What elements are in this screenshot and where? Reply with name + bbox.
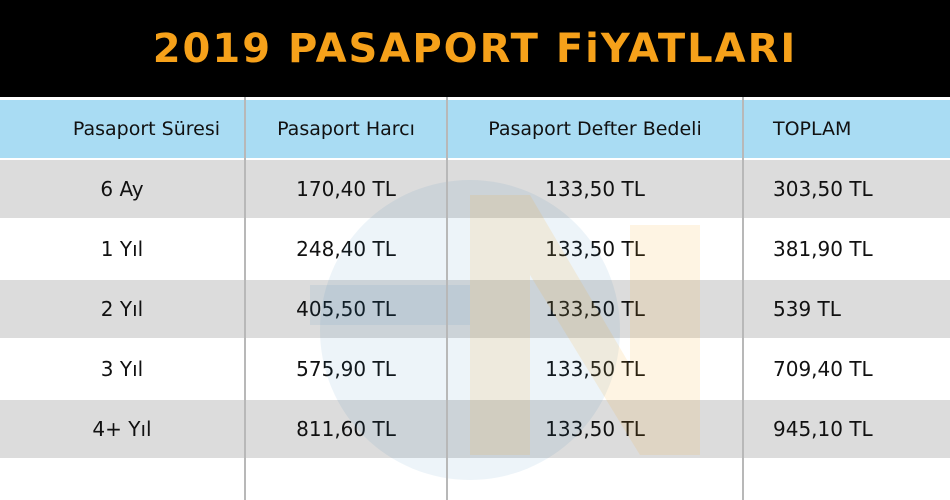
cell-duration: 6 Ay	[100, 177, 144, 201]
cell-fee: 248,40 TL	[296, 237, 396, 261]
cell-total: 303,50 TL	[773, 177, 873, 201]
table-header: Pasaport Süresi Pasaport Harcı Pasaport …	[0, 100, 950, 158]
cell-booklet-cost: 133,50 TL	[545, 297, 645, 321]
cell-duration: 3 Yıl	[100, 357, 144, 381]
header-fee: Pasaport Harcı	[277, 118, 415, 140]
table-row: 4+ Yıl 811,60 TL 133,50 TL 945,10 TL	[0, 400, 950, 458]
header-duration: Pasaport Süresi	[72, 118, 220, 140]
header-total: TOPLAM	[773, 118, 852, 140]
cell-duration: 1 Yıl	[100, 237, 144, 261]
cell-fee: 405,50 TL	[296, 297, 396, 321]
table-row: 6 Ay 170,40 TL 133,50 TL 303,50 TL	[0, 160, 950, 218]
cell-fee: 811,60 TL	[296, 417, 396, 441]
cell-total: 539 TL	[773, 297, 841, 321]
page-title: 2019 PASAPORT FiYATLARI	[152, 25, 798, 72]
cell-fee: 575,90 TL	[296, 357, 396, 381]
title-bar: 2019 PASAPORT FiYATLARI	[0, 0, 950, 97]
cell-total: 709,40 TL	[773, 357, 873, 381]
table-row: 1 Yıl 248,40 TL 133,50 TL 381,90 TL	[0, 220, 950, 278]
cell-booklet-cost: 133,50 TL	[545, 357, 645, 381]
table-row: 2 Yıl 405,50 TL 133,50 TL 539 TL	[0, 280, 950, 338]
column-divider	[244, 97, 246, 500]
column-divider	[446, 97, 448, 500]
header-booklet-cost: Pasaport Defter Bedeli	[488, 118, 702, 140]
cell-duration: 4+ Yıl	[92, 417, 152, 441]
cell-total: 381,90 TL	[773, 237, 873, 261]
cell-fee: 170,40 TL	[296, 177, 396, 201]
cell-booklet-cost: 133,50 TL	[545, 417, 645, 441]
column-divider	[742, 97, 744, 500]
cell-booklet-cost: 133,50 TL	[545, 237, 645, 261]
cell-total: 945,10 TL	[773, 417, 873, 441]
cell-booklet-cost: 133,50 TL	[545, 177, 645, 201]
cell-duration: 2 Yıl	[100, 297, 144, 321]
table-row: 3 Yıl 575,90 TL 133,50 TL 709,40 TL	[0, 340, 950, 398]
